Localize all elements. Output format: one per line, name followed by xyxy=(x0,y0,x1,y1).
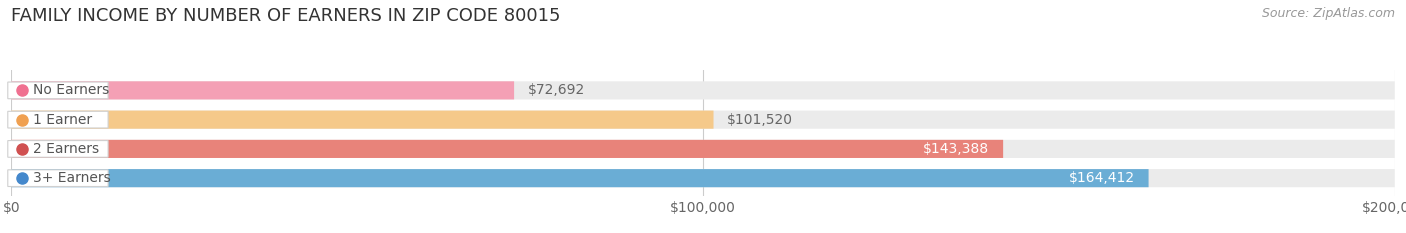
FancyBboxPatch shape xyxy=(11,140,1002,158)
Text: FAMILY INCOME BY NUMBER OF EARNERS IN ZIP CODE 80015: FAMILY INCOME BY NUMBER OF EARNERS IN ZI… xyxy=(11,7,561,25)
Text: Source: ZipAtlas.com: Source: ZipAtlas.com xyxy=(1261,7,1395,20)
Text: No Earners: No Earners xyxy=(34,83,110,97)
Text: $101,520: $101,520 xyxy=(727,113,793,127)
FancyBboxPatch shape xyxy=(8,140,108,157)
Text: 3+ Earners: 3+ Earners xyxy=(34,171,111,185)
FancyBboxPatch shape xyxy=(11,81,515,99)
Text: 1 Earner: 1 Earner xyxy=(34,113,93,127)
Text: 2 Earners: 2 Earners xyxy=(34,142,100,156)
FancyBboxPatch shape xyxy=(11,81,1395,99)
FancyBboxPatch shape xyxy=(11,111,713,129)
FancyBboxPatch shape xyxy=(11,140,1395,158)
FancyBboxPatch shape xyxy=(8,111,108,128)
FancyBboxPatch shape xyxy=(11,169,1395,187)
FancyBboxPatch shape xyxy=(11,169,1149,187)
FancyBboxPatch shape xyxy=(11,111,1395,129)
FancyBboxPatch shape xyxy=(8,82,108,99)
FancyBboxPatch shape xyxy=(8,170,108,186)
Text: $164,412: $164,412 xyxy=(1069,171,1135,185)
Text: $143,388: $143,388 xyxy=(924,142,990,156)
Text: $72,692: $72,692 xyxy=(527,83,585,97)
